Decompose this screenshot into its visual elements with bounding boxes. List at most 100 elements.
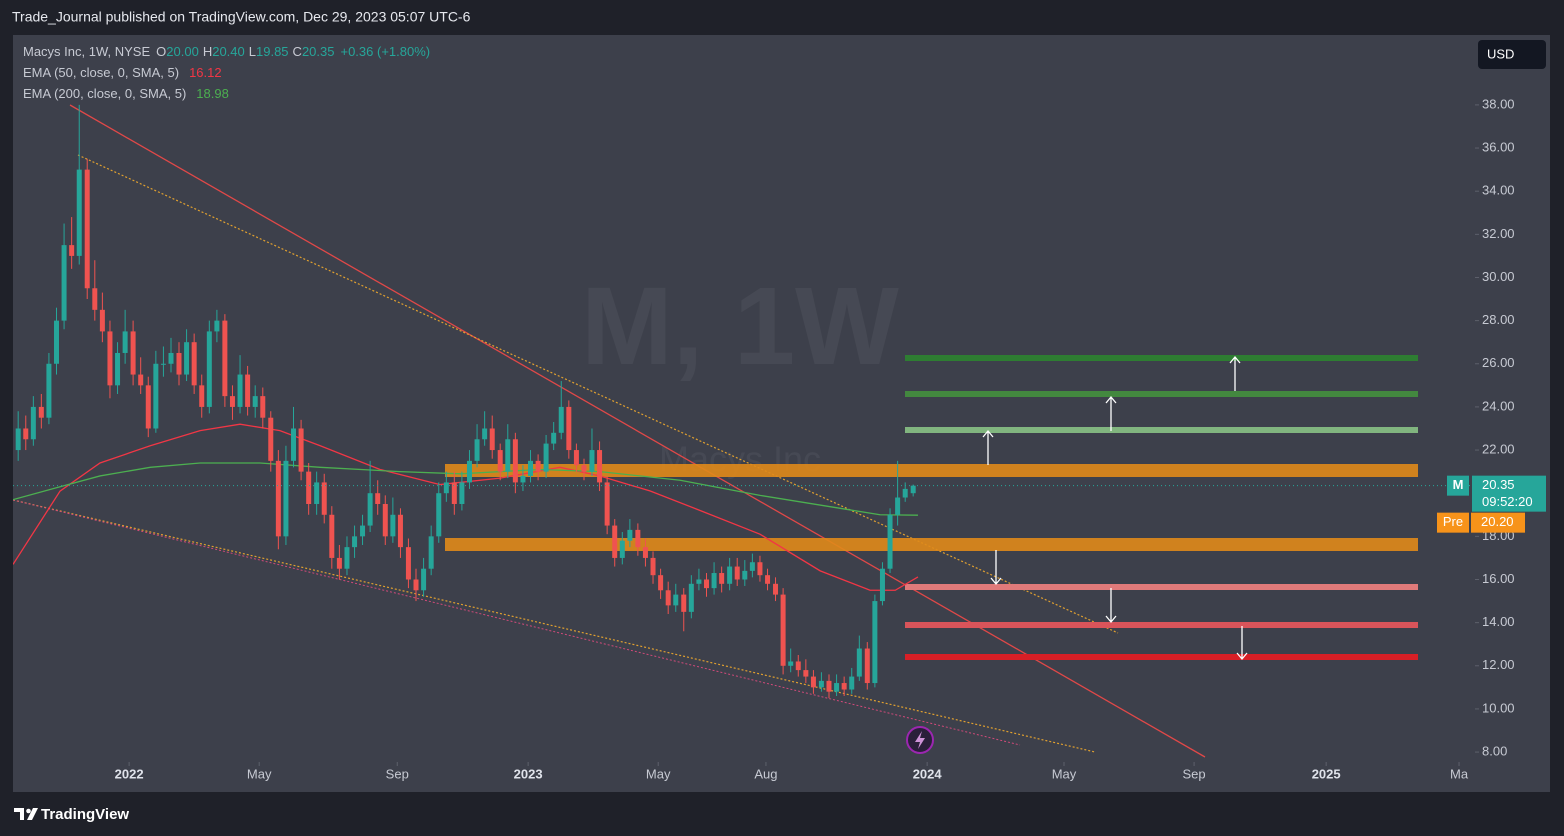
pre-price-box <box>1471 512 1525 533</box>
candle-body <box>849 676 855 690</box>
y-tick-label: 12.00 <box>1482 657 1515 672</box>
candle-body <box>130 331 136 375</box>
candle-body <box>543 443 549 472</box>
candle-body <box>619 540 625 558</box>
candle-body <box>551 432 557 444</box>
footer-bar <box>0 795 1564 836</box>
candle-body <box>895 497 901 515</box>
candle-body <box>727 566 733 584</box>
legend-key: O <box>156 44 166 59</box>
x-tick-label: May <box>1052 766 1077 781</box>
y-tick-label: 34.00 <box>1482 183 1515 198</box>
footer-logo <box>14 808 38 820</box>
candle-body <box>459 482 465 504</box>
candle-body <box>650 557 656 576</box>
candle-body <box>352 536 358 548</box>
indicator-name: EMA (50, close, 0, SMA, 5) <box>23 65 179 80</box>
candle-body <box>61 245 67 321</box>
y-tick-label: 38.00 <box>1482 96 1515 111</box>
candle-body <box>336 557 342 569</box>
candle-body <box>665 590 671 606</box>
candle-body <box>834 683 840 692</box>
legend-value: 20.40 <box>212 44 245 59</box>
candle-body <box>627 529 633 541</box>
candle-body <box>329 514 335 558</box>
footer-logo-dot <box>26 808 31 814</box>
candle-body <box>841 683 847 690</box>
candle-body <box>390 514 396 537</box>
candle-body <box>405 547 411 580</box>
candle-body <box>153 363 159 429</box>
target-line <box>905 622 1418 628</box>
candle-body <box>275 460 281 537</box>
x-tick-label: 2023 <box>514 766 543 781</box>
candle-body <box>160 363 166 365</box>
candle-body <box>497 450 503 472</box>
candle-body <box>673 594 679 606</box>
x-tick-label: May <box>247 766 272 781</box>
pre-tag-box <box>1437 512 1469 533</box>
target-line <box>905 584 1418 590</box>
candle-body <box>76 169 82 256</box>
target-line <box>905 391 1418 397</box>
y-tick-label: 24.00 <box>1482 398 1515 413</box>
candle-body <box>122 331 128 353</box>
candle-body <box>466 460 472 483</box>
y-tick-label: 28.00 <box>1482 312 1515 327</box>
event-icon-bolt <box>915 731 925 749</box>
candle-body <box>443 482 449 494</box>
arrow-up <box>1229 355 1241 391</box>
legend-symbol: Macys Inc, 1W, NYSE <box>23 44 150 59</box>
candle-body <box>237 374 243 407</box>
candle-body <box>436 493 442 537</box>
currency-button[interactable] <box>1478 40 1546 69</box>
indicator-legend-item: EMA (50, close, 0, SMA, 5) 16.12 <box>23 65 222 80</box>
y-tick-label: 36.00 <box>1482 139 1515 154</box>
pre-price-label: 20.20 <box>1481 514 1514 529</box>
candle-body <box>321 482 327 515</box>
candle-body <box>222 320 228 397</box>
candle-body <box>344 547 350 569</box>
candle-body <box>902 488 908 498</box>
y-tick-label: 32.00 <box>1482 226 1515 241</box>
candle-body <box>711 573 717 589</box>
candle-body <box>681 594 687 612</box>
candle-body <box>528 460 534 476</box>
candle-body <box>566 406 572 451</box>
candle-body <box>558 406 564 433</box>
candle-body <box>69 245 75 256</box>
candle-body <box>428 536 434 569</box>
candle-body <box>879 568 885 602</box>
currency-label[interactable]: USD <box>1487 46 1514 61</box>
candle-body <box>872 601 878 684</box>
legend-key: L <box>249 44 256 59</box>
legend-value: 20.00 <box>166 44 199 59</box>
candle-body <box>887 514 893 569</box>
candle-body <box>229 396 235 407</box>
countdown-label: 09:52:20 <box>1482 494 1533 509</box>
y-tick-label: 16.00 <box>1482 571 1515 586</box>
candle-body <box>826 680 832 692</box>
candle-body <box>864 648 870 684</box>
indicator-line <box>13 462 918 516</box>
arrow-down <box>990 550 1002 586</box>
candle-body <box>451 482 457 504</box>
candle-body <box>581 465 587 472</box>
pre-tag: Pre <box>1443 514 1463 529</box>
candle-body <box>688 583 694 612</box>
trendline <box>77 154 1119 634</box>
candle-body <box>38 406 44 418</box>
x-tick-label: 2022 <box>115 766 144 781</box>
legend-ohlc: O20.00 H20.40 L19.85 C20.35 <box>156 44 334 59</box>
x-tick-label: Sep <box>1183 766 1206 781</box>
indicator-name: EMA (200, close, 0, SMA, 5) <box>23 86 186 101</box>
candle-body <box>283 460 289 537</box>
candle-body <box>397 514 403 548</box>
candle-body <box>856 648 862 677</box>
arrow-down <box>1105 588 1117 624</box>
candle-body <box>749 562 755 571</box>
indicator-value: 16.12 <box>189 65 222 80</box>
candle-body <box>306 471 312 504</box>
